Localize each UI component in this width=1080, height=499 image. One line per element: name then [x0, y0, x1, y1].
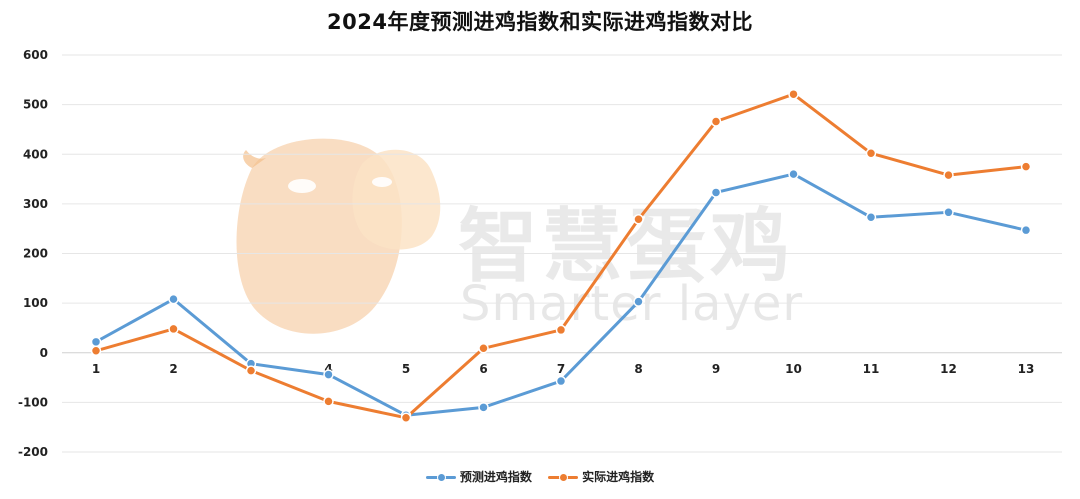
series-0-point: [633, 296, 644, 307]
y-tick-label: -200: [18, 445, 48, 459]
x-tick-label: 9: [712, 362, 720, 376]
x-tick-label: 1: [92, 362, 100, 376]
series-0-point: [943, 207, 954, 218]
legend-swatch-actual: [548, 472, 579, 482]
x-tick-label: 10: [785, 362, 802, 376]
series-1-point: [555, 324, 567, 336]
series-1-point: [943, 169, 954, 181]
y-tick-label: 600: [23, 48, 48, 62]
y-tick-label: 200: [23, 247, 48, 261]
y-tick-label: 400: [23, 147, 48, 161]
series-1-point: [788, 88, 799, 100]
y-tick-label: 0: [40, 346, 48, 360]
series-1-point: [245, 365, 257, 376]
y-tick-label: 300: [23, 197, 48, 211]
y-tick-label: 500: [23, 98, 48, 112]
series-1-point: [478, 343, 489, 354]
series-1-point: [1020, 161, 1032, 172]
legend-label-forecast: 预测进鸡指数: [459, 470, 532, 484]
x-tick-label: 11: [863, 362, 880, 376]
legend-item-actual: 实际进鸡指数: [548, 468, 654, 485]
gridlines: [62, 54, 1062, 453]
chart-title: 2024年度预测进鸡指数和实际进鸡指数对比: [327, 10, 753, 34]
y-axis: 600 500 400 300 200 100 0 -100 -200: [18, 48, 48, 459]
legend-item-forecast: 预测进鸡指数: [425, 468, 532, 485]
series-0-point: [865, 212, 877, 223]
series-0-point: [323, 369, 334, 380]
series-0-point: [1020, 224, 1032, 236]
series-0-point: [710, 187, 722, 198]
x-tick-label: 6: [479, 362, 487, 376]
x-tick-label: 8: [634, 362, 642, 376]
x-tick-label: 2: [169, 362, 177, 376]
series-1-point: [865, 148, 877, 159]
y-tick-label: -100: [18, 395, 48, 409]
legend-swatch-forecast: [425, 472, 456, 482]
series-points: [90, 88, 1032, 424]
series-0-point: [478, 402, 489, 413]
series-0-point: [90, 336, 102, 348]
x-tick-label: 13: [1018, 362, 1035, 376]
x-tick-label: 7: [557, 362, 565, 376]
series-1-point: [323, 396, 334, 407]
x-tick-label: 5: [402, 362, 410, 376]
series-0-point: [788, 168, 799, 180]
y-tick-label: 100: [23, 296, 48, 310]
series-1-point: [168, 323, 179, 335]
series-0-point: [168, 293, 179, 305]
series-1-point: [400, 412, 412, 424]
x-tick-label: 12: [940, 362, 957, 376]
x-axis: 12345678910111213: [92, 362, 1035, 376]
legend: 预测进鸡指数 实际进鸡指数: [0, 468, 1080, 485]
series-1-point: [710, 116, 722, 127]
series-1-point: [633, 214, 644, 225]
x-tick-label: 4: [324, 362, 332, 376]
legend-label-actual: 实际进鸡指数: [582, 470, 655, 484]
series-0-point: [555, 375, 567, 387]
series-1-point: [90, 345, 102, 357]
